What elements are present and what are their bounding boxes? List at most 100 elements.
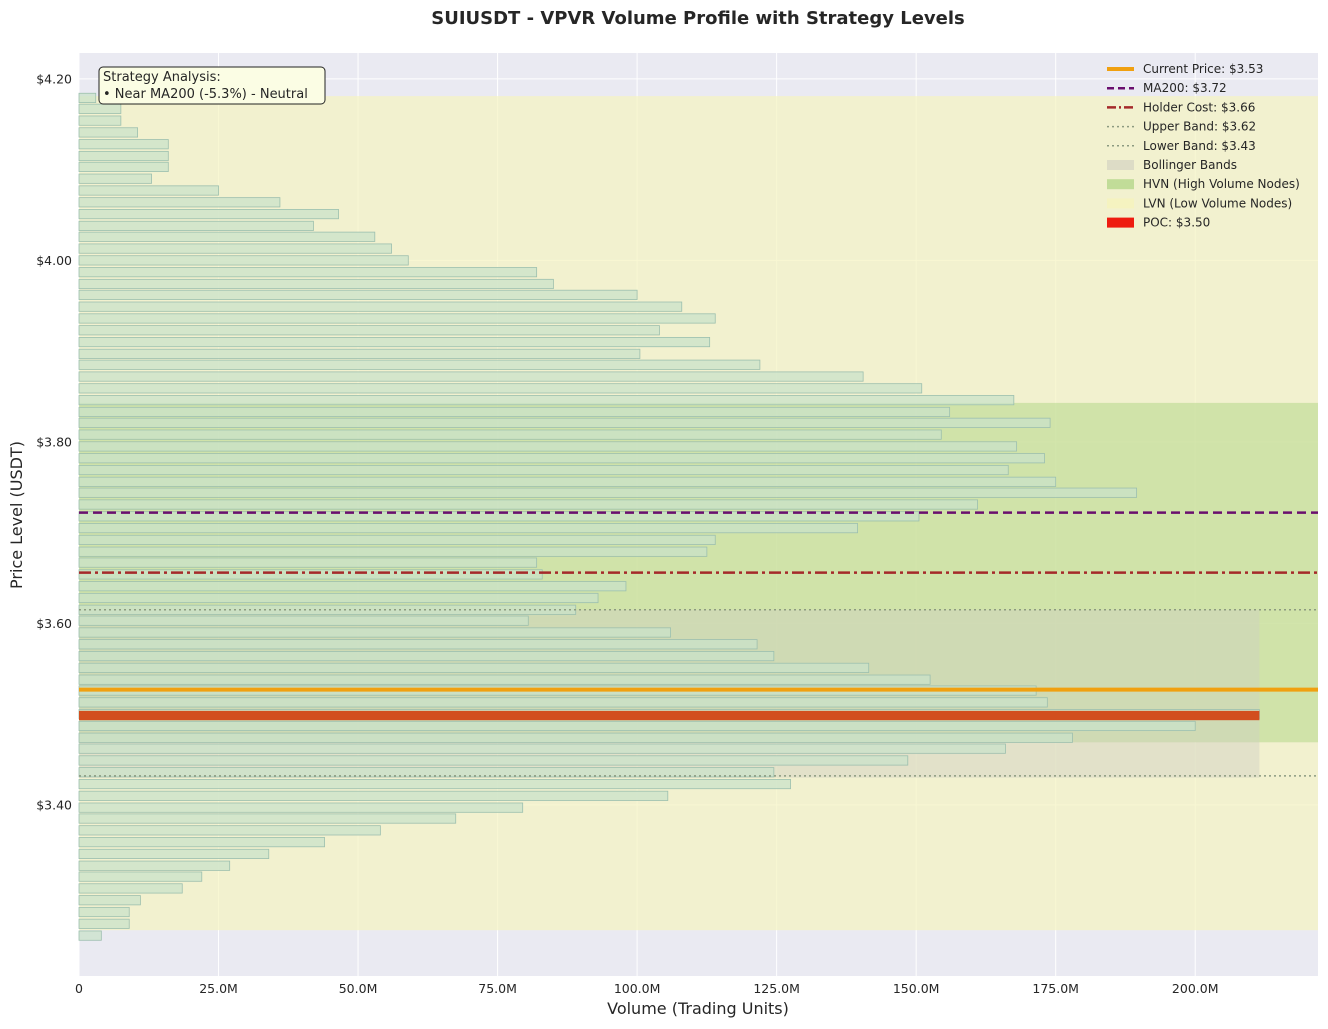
volume-bar-40 <box>78 557 538 568</box>
legend-item-bollinger: Bollinger Bands <box>1107 158 1237 172</box>
volume-bar-11 <box>78 220 314 231</box>
volume-bar-34 <box>78 487 1138 498</box>
legend-handle-bollinger <box>1107 160 1134 170</box>
legend-handle-hvn <box>1107 179 1134 190</box>
volume-bar-24 <box>78 371 864 382</box>
volume-bar-29 <box>78 429 942 440</box>
volume-bar-58 <box>78 767 775 778</box>
x-tick-label-7: 175.0M <box>1032 981 1079 996</box>
poc-bar <box>79 710 1260 721</box>
volume-bar-61 <box>78 802 524 813</box>
volume-bar-1 <box>78 103 122 114</box>
chart-title: SUIUSDT - VPVR Volume Profile with Strat… <box>431 8 965 29</box>
volume-bar-3 <box>78 127 139 138</box>
volume-bar-28 <box>78 417 1051 428</box>
volume-bar-7 <box>78 173 152 184</box>
volume-bar-70 <box>78 906 130 918</box>
volume-bar-59 <box>78 778 791 790</box>
volume-bar-4 <box>78 139 169 150</box>
volume-bar-54 <box>78 720 1196 732</box>
volume-bar-14 <box>78 255 409 266</box>
volume-bar-23 <box>78 359 761 370</box>
legend-item-hvn: HVN (High Volume Nodes) <box>1107 177 1300 191</box>
volume-bar-45 <box>78 615 529 626</box>
x-axis-ticks: 0 25.0M 50.0M 75.0M 100.0M 125.0M 150.0M 175.0M… <box>75 981 1218 996</box>
volume-bar-64 <box>78 837 325 848</box>
volume-bars <box>78 92 1260 941</box>
volume-bar-69 <box>78 895 141 906</box>
legend-label-bollinger: Bollinger Bands <box>1143 158 1237 172</box>
volume-bar-55 <box>78 732 1073 743</box>
legend-label-current: Current Price: $3.53 <box>1143 62 1263 76</box>
annotation-line-2: • Near MA200 (-5.3%) - Neutral <box>103 87 308 102</box>
volume-bar-49 <box>78 662 870 673</box>
volume-bar-20 <box>78 325 660 336</box>
volume-bar-16 <box>78 278 554 290</box>
x-tick-label-6: 150.0M <box>893 981 940 996</box>
volume-bar-41 <box>78 569 543 580</box>
legend-item-ma200: MA200: $3.72 <box>1107 81 1227 95</box>
y-axis-label: Price Level (USDT) <box>7 441 26 589</box>
volume-bar-13 <box>78 243 392 254</box>
volume-bar-21 <box>78 336 711 348</box>
volume-bar-8 <box>78 185 219 196</box>
volume-bar-32 <box>78 464 1009 476</box>
legend-item-upper: Upper Band: $3.62 <box>1107 120 1256 134</box>
x-tick-label-5: 125.0M <box>753 981 800 996</box>
y-tick-label-4: $4.20 <box>36 71 72 86</box>
volume-bar-71 <box>78 918 130 929</box>
legend-label-holder: Holder Cost: $3.66 <box>1143 100 1255 114</box>
legend-handle-lvn <box>1107 198 1134 209</box>
volume-bar-57 <box>78 755 909 766</box>
volume-bar-62 <box>78 813 457 824</box>
x-tick-label-8: 200.0M <box>1172 981 1219 996</box>
legend-label-ma200: MA200: $3.72 <box>1143 81 1227 95</box>
volume-bar-0 <box>78 92 97 103</box>
volume-bar-63 <box>78 825 381 836</box>
x-tick-label-1: 25.0M <box>199 981 238 996</box>
y-tick-label-2: $3.80 <box>36 434 72 449</box>
volume-bar-50 <box>78 674 931 685</box>
volume-bar-47 <box>78 639 758 650</box>
volume-bar-60 <box>78 790 669 801</box>
strategy-levels <box>79 511 1318 777</box>
y-tick-label-0: $3.40 <box>36 797 72 812</box>
legend-label-poc: POC: $3.50 <box>1143 216 1210 230</box>
legend-item-poc: POC: $3.50 <box>1107 216 1210 230</box>
legend-label-lvn: LVN (Low Volume Nodes) <box>1143 196 1292 210</box>
strategy-annotation: Strategy Analysis: • Near MA200 (-5.3%) … <box>98 66 326 105</box>
volume-bar-10 <box>78 209 339 220</box>
volume-bar-52 <box>78 697 1048 708</box>
legend-item-current: Current Price: $3.53 <box>1107 62 1263 76</box>
legend-item-lower: Lower Band: $3.43 <box>1107 139 1256 153</box>
volume-bar-38 <box>78 534 716 545</box>
volume-bar-22 <box>78 348 641 359</box>
volume-bar-6 <box>78 161 169 172</box>
legend-handle-poc <box>1107 217 1134 228</box>
volume-bar-31 <box>78 453 1045 464</box>
volume-bar-43 <box>78 592 599 604</box>
volume-bar-42 <box>78 581 627 592</box>
volume-bar-12 <box>78 231 376 242</box>
y-axis-ticks: $3.40 $3.60 $3.80 $4.00 $4.20 <box>36 71 72 812</box>
volume-bar-15 <box>78 267 538 278</box>
y-tick-label-3: $4.00 <box>36 253 72 268</box>
volume-bar-2 <box>78 115 122 126</box>
x-tick-label-2: 50.0M <box>339 981 378 996</box>
volume-bar-19 <box>78 313 716 324</box>
volume-bar-25 <box>78 383 923 394</box>
volume-bar-56 <box>78 743 1006 754</box>
annotation-box <box>98 66 326 105</box>
volume-bar-33 <box>78 476 1057 487</box>
volume-bar-30 <box>78 441 1018 452</box>
x-axis-label: Volume (Trading Units) <box>607 999 789 1018</box>
volume-bar-39 <box>78 546 708 557</box>
volume-bar-68 <box>78 883 183 894</box>
legend-item-holder: Holder Cost: $3.66 <box>1107 100 1255 114</box>
x-tick-label-3: 75.0M <box>478 981 517 996</box>
volume-bar-65 <box>78 848 270 859</box>
volume-bar-9 <box>78 197 281 208</box>
volume-bar-17 <box>78 289 638 300</box>
volume-bar-27 <box>78 406 951 418</box>
